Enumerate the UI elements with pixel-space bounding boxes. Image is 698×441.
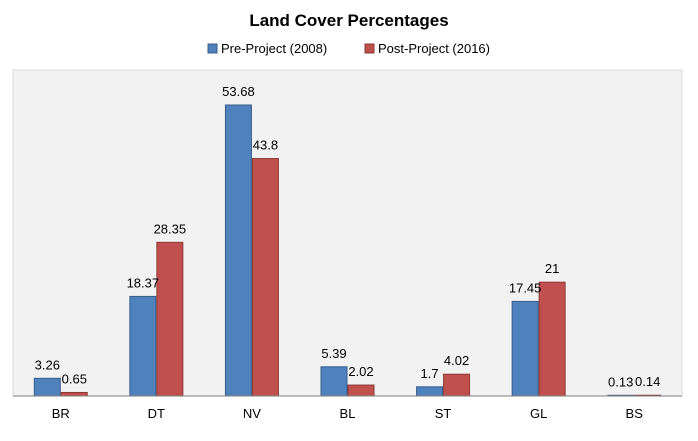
- bar-st-series-1: [416, 386, 444, 397]
- x-tick-label-br: BR: [52, 406, 70, 421]
- legend-label-2: Post-Project (2016): [378, 41, 490, 56]
- bar-nv-series-2: [251, 158, 279, 397]
- data-label-bl-series-2: 2.02: [348, 364, 373, 379]
- legend: Pre-Project (2008) Post-Project (2016): [207, 41, 490, 56]
- plot-area: [12, 69, 683, 397]
- bar-br-series-2: [60, 391, 88, 397]
- data-label-st-series-1: 1.7: [421, 366, 439, 381]
- data-label-gl-series-1: 17.45: [509, 280, 542, 295]
- x-tick-label-dt: DT: [148, 406, 165, 421]
- data-label-gl-series-2: 21: [545, 261, 559, 276]
- bar-br-series-1: [33, 377, 61, 397]
- data-label-bl-series-1: 5.39: [321, 346, 346, 361]
- x-tick-labels: BR DT NV BL ST GL BS: [52, 406, 643, 421]
- x-tick-label-st: ST: [435, 406, 452, 421]
- x-tick-label-bs: BS: [626, 406, 644, 421]
- chart-title: Land Cover Percentages: [249, 11, 448, 30]
- data-label-br-series-2: 0.65: [62, 371, 87, 386]
- x-tick-label-nv: NV: [243, 406, 261, 421]
- data-label-st-series-2: 4.02: [444, 353, 469, 368]
- data-label-dt-series-1: 18.37: [127, 275, 160, 290]
- data-label-bs-series-1: 0.13: [608, 374, 633, 389]
- data-label-nv-series-1: 53.68: [222, 84, 255, 99]
- data-label-bs-series-2: 0.14: [635, 374, 660, 389]
- bar-st-series-2: [443, 373, 471, 397]
- bar-gl-series-1: [511, 300, 539, 397]
- x-tick-label-gl: GL: [530, 406, 547, 421]
- legend-swatch-2: [364, 43, 375, 54]
- bar-bl-series-1: [320, 366, 348, 397]
- bar-dt-series-2: [156, 241, 184, 397]
- bar-nv-series-1: [224, 104, 252, 397]
- data-label-dt-series-2: 28.35: [154, 221, 187, 236]
- bar-bl-series-2: [347, 384, 375, 397]
- bar-dt-series-1: [129, 295, 157, 397]
- x-tick-label-bl: BL: [340, 406, 356, 421]
- data-label-br-series-1: 3.26: [35, 357, 60, 372]
- data-labels-layer: 3.260.65 18.37 28.35 53.68 43.8 5.392.02 1.7 4.…: [35, 84, 661, 389]
- data-label-nv-series-2: 43.8: [253, 138, 278, 153]
- bar-gl-series-2: [538, 281, 566, 397]
- legend-swatch-1: [207, 43, 218, 54]
- legend-label-1: Pre-Project (2008): [221, 41, 327, 56]
- bars-layer: [33, 104, 662, 397]
